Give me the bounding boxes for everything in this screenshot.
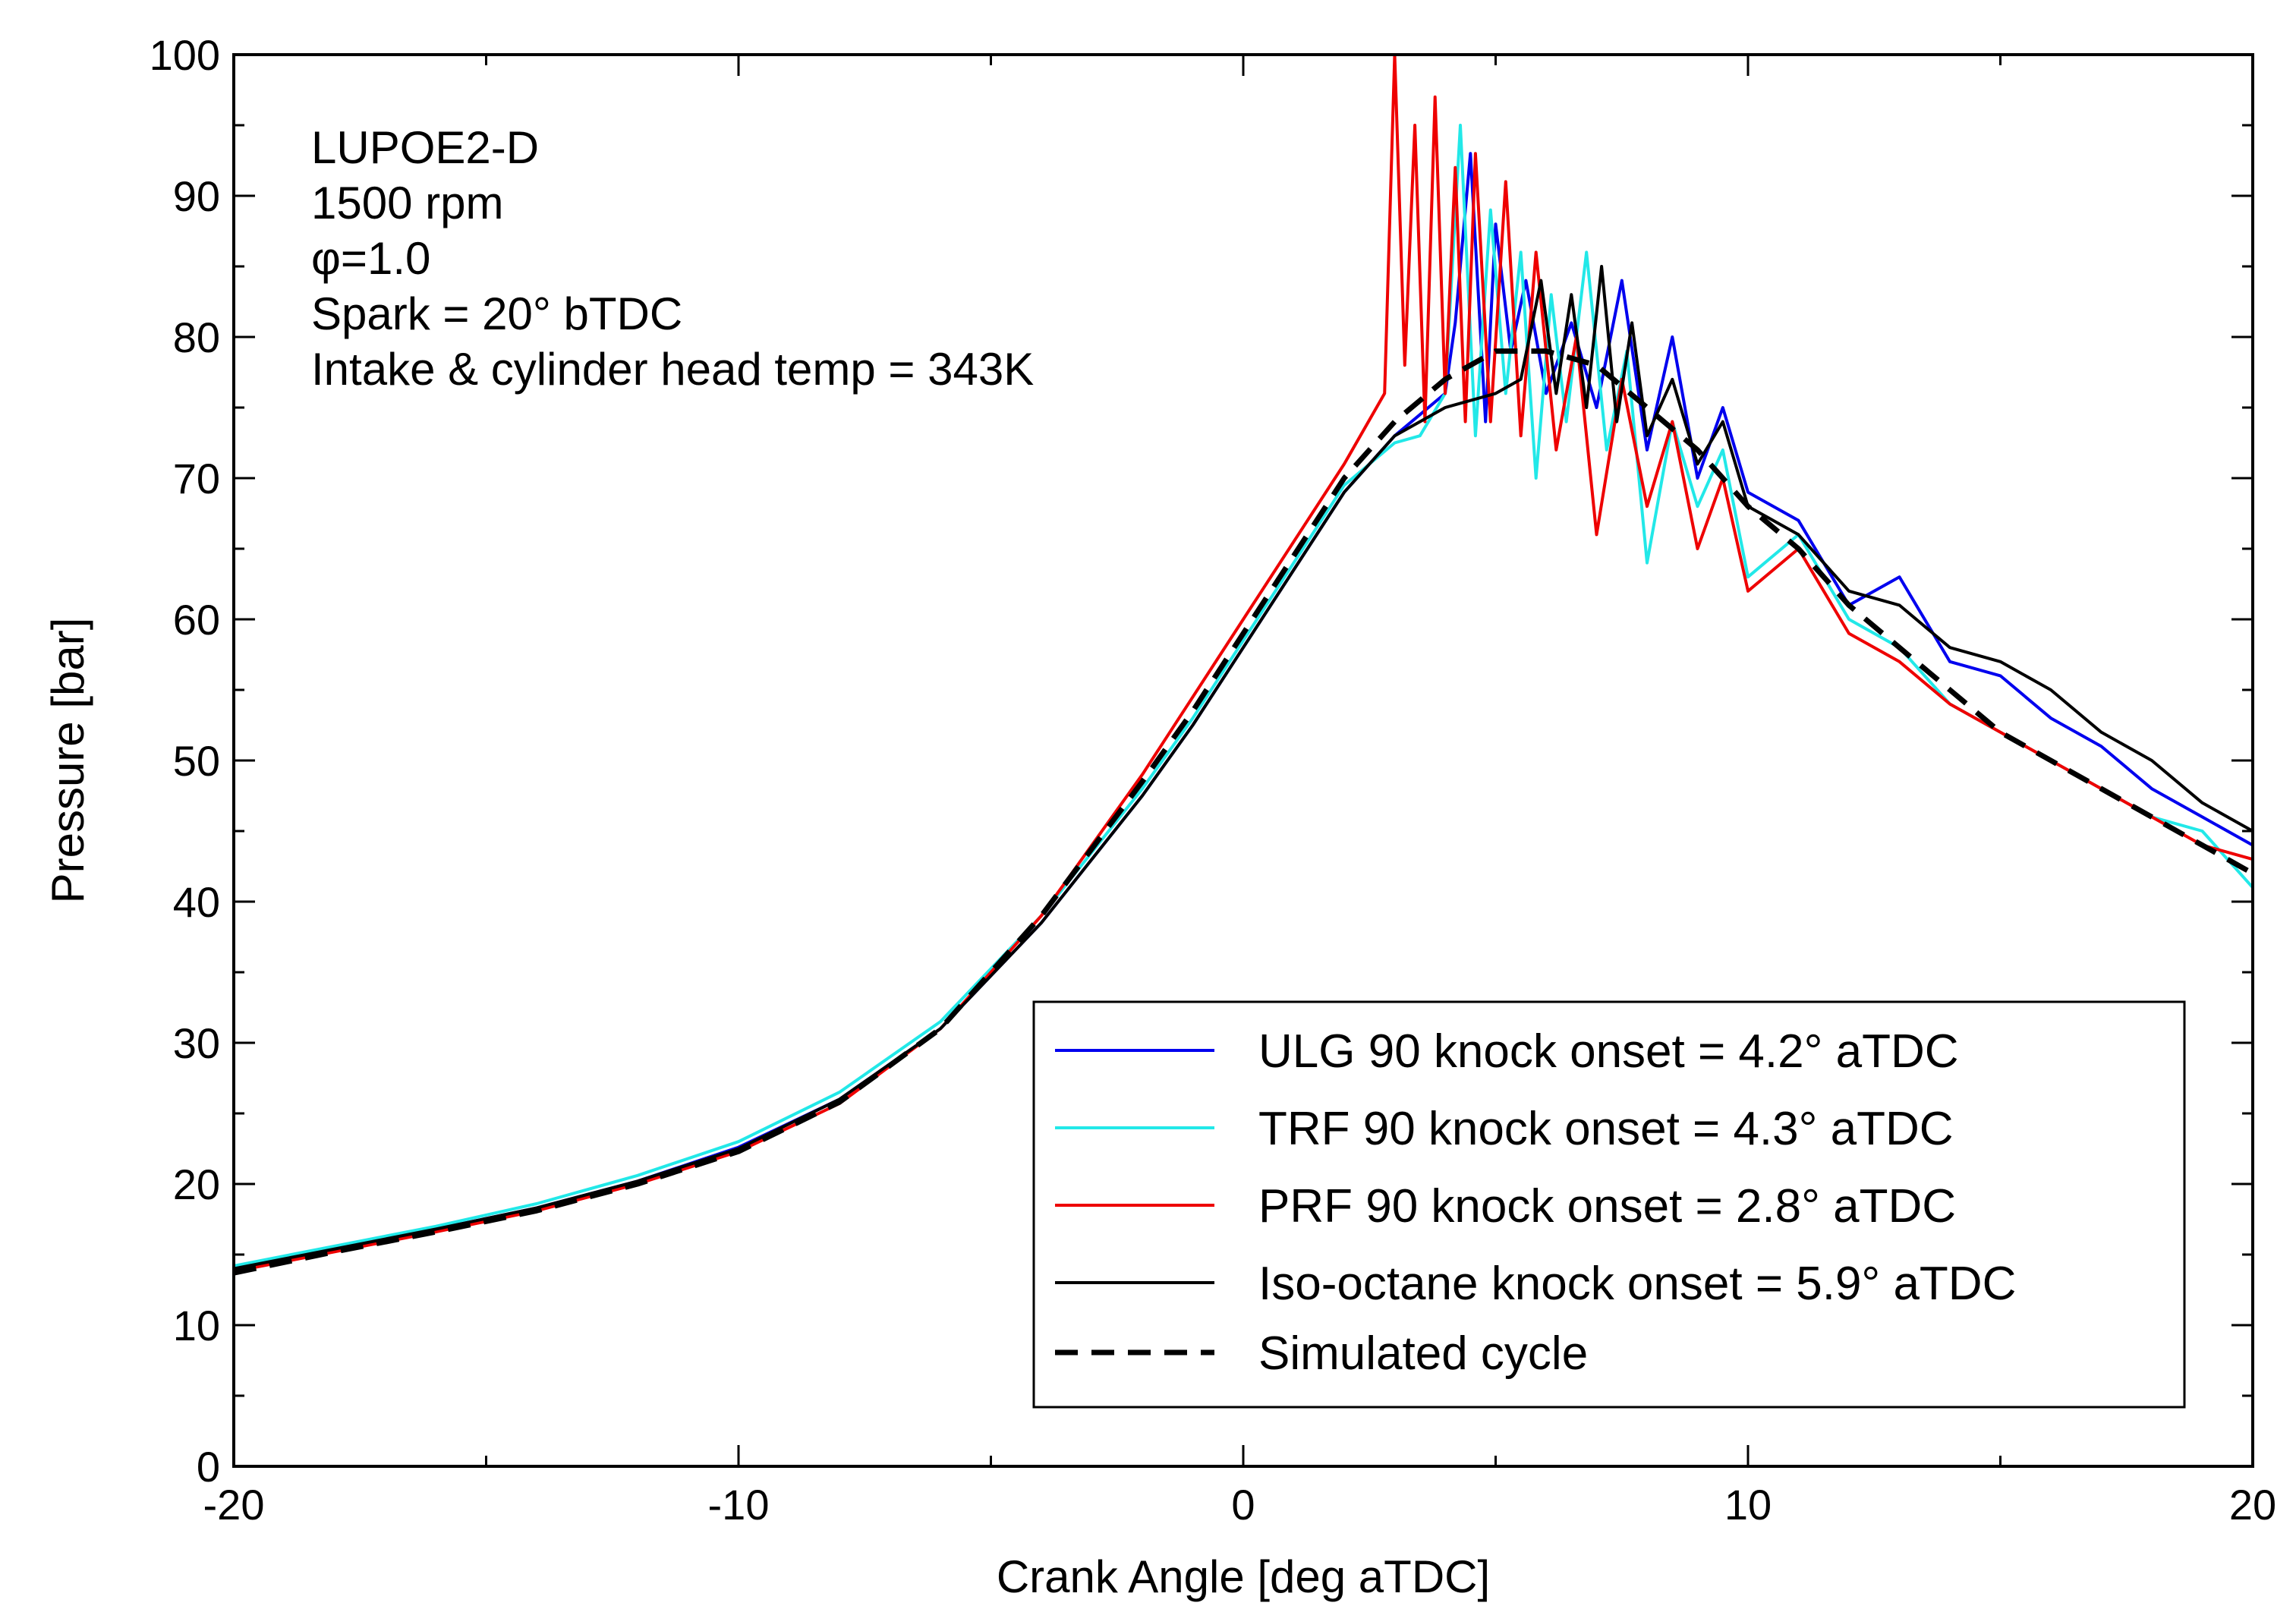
y-tick-label: 40 [173, 878, 220, 926]
x-tick-label: 20 [2229, 1481, 2276, 1529]
x-tick-label: 10 [1724, 1481, 1772, 1529]
annotation-phi: φ=1.0 [311, 233, 430, 284]
series-simulated [233, 348, 2254, 1276]
y-tick-label: 90 [173, 172, 220, 220]
annotation-engine: LUPOE2-D [311, 122, 539, 173]
legend-label-ulg: ULG 90 knock onset = 4.2° aTDC [1258, 1025, 1959, 1078]
y-tick-label: 20 [173, 1160, 220, 1208]
y-tick-label: 50 [173, 737, 220, 785]
annotation-rpm: 1500 rpm [311, 178, 503, 228]
legend-label-trf: TRF 90 knock onset = 4.3° aTDC [1258, 1103, 1954, 1155]
legend-box [1032, 1000, 2186, 1409]
x-axis-label: Crank Angle [deg aTDC] [997, 1551, 1490, 1602]
y-tick-label: 0 [197, 1443, 220, 1491]
y-tick-label: 30 [173, 1019, 220, 1067]
series-lines [233, 53, 2254, 1276]
annotation-spark: Spark = 20° bTDC [311, 288, 682, 339]
y-tick-label: 70 [173, 455, 220, 502]
y-tick-label: 10 [173, 1302, 220, 1349]
y-axis-label: Pressure [bar] [43, 618, 93, 904]
x-tick-label: -10 [708, 1481, 770, 1529]
y-tick-label: 60 [173, 596, 220, 644]
annotation-temp: Intake & cylinder head temp = 343K [311, 344, 1034, 395]
legend-label-simulated: Simulated cycle [1258, 1327, 1588, 1380]
legend-label-prf: PRF 90 knock onset = 2.8° aTDC [1258, 1180, 1956, 1233]
y-tick-label: 80 [173, 313, 220, 361]
legend: ULG 90 knock onset = 4.2° aTDC TRF 90 kn… [1032, 1000, 2186, 1409]
plot-frame [232, 53, 2254, 1468]
axis-ticks: 0 10 20 30 40 50 60 70 80 90 100 -20 -10 0 10 20 [150, 31, 2277, 1529]
x-tick-label: -20 [203, 1481, 265, 1529]
legend-label-isooctane: Iso-octane knock onset = 5.9° aTDC [1258, 1258, 2016, 1310]
y-tick-label: 100 [150, 31, 220, 79]
x-tick-label: 0 [1231, 1481, 1255, 1529]
